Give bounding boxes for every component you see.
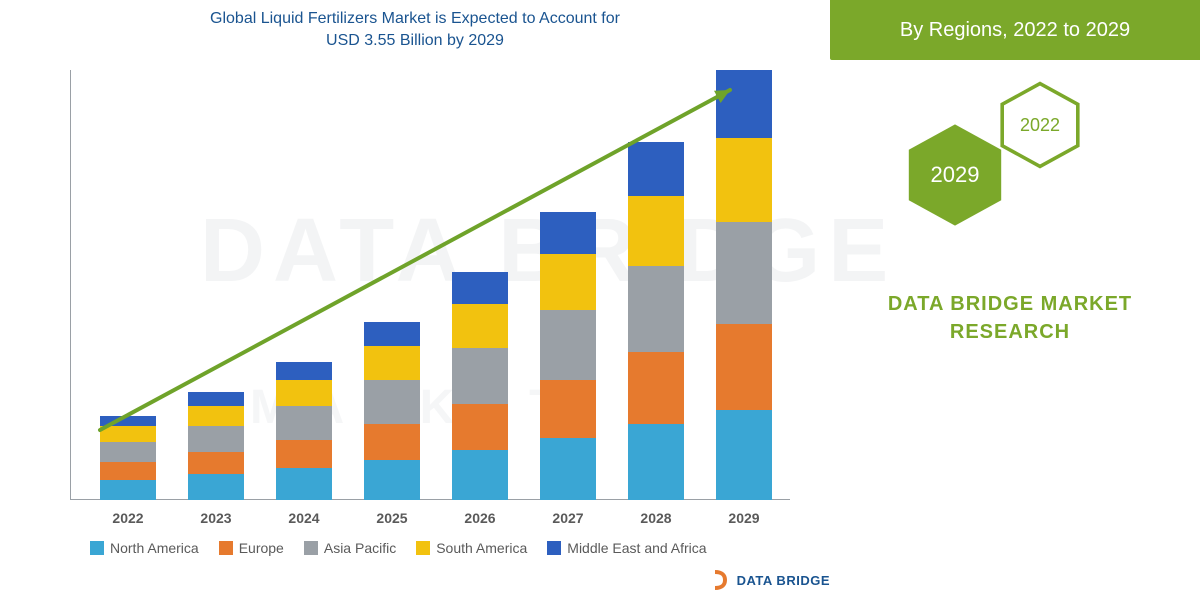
legend-swatch	[547, 541, 561, 555]
bar-segment	[188, 452, 244, 474]
bar-segment	[452, 272, 508, 304]
bar-2024: 2024	[276, 362, 332, 500]
chart-title-line1: Global Liquid Fertilizers Market is Expe…	[210, 10, 620, 27]
legend: North America Europe Asia Pacific South Ame…	[90, 540, 810, 556]
chart-plot-area: 2022 2023 2024 2025 2026 2027 2028 2029	[70, 70, 790, 500]
bar-segment	[188, 426, 244, 452]
x-axis-label: 2027	[540, 510, 596, 526]
x-axis-label: 2026	[452, 510, 508, 526]
legend-item: South America	[416, 540, 527, 556]
bar-segment	[364, 380, 420, 424]
x-axis-label: 2024	[276, 510, 332, 526]
y-axis	[70, 70, 71, 500]
bar-2027: 2027	[540, 212, 596, 500]
bar-segment	[276, 406, 332, 440]
bar-segment	[540, 254, 596, 310]
bar-segment	[452, 304, 508, 348]
legend-swatch	[304, 541, 318, 555]
bar-segment	[100, 462, 156, 480]
bar-segment	[364, 424, 420, 460]
bar-segment	[364, 322, 420, 346]
legend-swatch	[219, 541, 233, 555]
hex-2029: 2029	[900, 120, 1010, 230]
legend-label: South America	[436, 540, 527, 556]
legend-label: Europe	[239, 540, 284, 556]
legend-label: Asia Pacific	[324, 540, 396, 556]
bar-segment	[276, 362, 332, 380]
bar-segment	[364, 460, 420, 500]
x-axis-label: 2022	[100, 510, 156, 526]
bar-segment	[628, 424, 684, 500]
bar-segment	[540, 380, 596, 438]
bar-segment	[276, 468, 332, 500]
bar-segment	[100, 480, 156, 500]
bar-segment	[188, 392, 244, 406]
footer-logo: DATA BRIDGE	[711, 568, 830, 592]
hex-2022-label: 2022	[1020, 115, 1060, 136]
x-axis-label: 2023	[188, 510, 244, 526]
legend-item: Asia Pacific	[304, 540, 396, 556]
bar-segment	[540, 438, 596, 500]
bar-segment	[628, 266, 684, 352]
bar-2029: 2029	[716, 70, 772, 500]
chart-title: Global Liquid Fertilizers Market is Expe…	[90, 8, 740, 51]
x-axis-label: 2028	[628, 510, 684, 526]
legend-swatch	[416, 541, 430, 555]
bar-segment	[100, 416, 156, 426]
bar-segment	[628, 196, 684, 266]
bar-segment	[628, 142, 684, 196]
bar-2028: 2028	[628, 142, 684, 500]
brand-line1: DATA BRIDGE MARKET	[888, 293, 1132, 315]
bar-segment	[100, 442, 156, 462]
hex-2029-label: 2029	[931, 162, 980, 188]
infographic-page: DATA BRIDGE M A R K E T Global Liquid Fe…	[0, 0, 1200, 600]
bar-segment	[188, 406, 244, 426]
bar-segment	[188, 474, 244, 500]
right-panel: By Regions, 2022 to 2029 2029 2022 DATA …	[830, 0, 1200, 600]
legend-swatch	[90, 541, 104, 555]
bar-segment	[716, 324, 772, 410]
legend-item: Europe	[219, 540, 284, 556]
x-axis-label: 2025	[364, 510, 420, 526]
bar-segment	[452, 450, 508, 500]
hex-2022: 2022	[995, 80, 1085, 170]
legend-label: Middle East and Africa	[567, 540, 706, 556]
region-band: By Regions, 2022 to 2029	[830, 0, 1200, 60]
bar-segment	[540, 212, 596, 254]
x-axis-label: 2029	[716, 510, 772, 526]
bar-segment	[276, 380, 332, 406]
legend-item: North America	[90, 540, 199, 556]
bar-2026: 2026	[452, 272, 508, 500]
bar-segment	[628, 352, 684, 424]
logo-icon	[711, 568, 729, 592]
bar-segment	[100, 426, 156, 442]
bar-2025: 2025	[364, 322, 420, 500]
footer-brand-text: DATA BRIDGE	[737, 573, 830, 588]
bar-2023: 2023	[188, 392, 244, 500]
bar-segment	[716, 138, 772, 222]
bar-segment	[364, 346, 420, 380]
legend-item: Middle East and Africa	[547, 540, 706, 556]
chart-title-line2: USD 3.55 Billion by 2029	[326, 32, 504, 49]
region-band-text: By Regions, 2022 to 2029	[900, 19, 1130, 42]
bar-segment	[716, 222, 772, 324]
bar-segment	[716, 410, 772, 500]
bar-segment	[716, 70, 772, 138]
bar-segment	[452, 404, 508, 450]
bar-segment	[276, 440, 332, 468]
brand-line2: RESEARCH	[950, 321, 1070, 343]
bar-segment	[452, 348, 508, 404]
legend-label: North America	[110, 540, 199, 556]
hex-badge-group: 2029 2022	[900, 80, 1140, 260]
brand-text: DATA BRIDGE MARKET RESEARCH	[860, 290, 1160, 346]
bar-segment	[540, 310, 596, 380]
bar-2022: 2022	[100, 416, 156, 500]
